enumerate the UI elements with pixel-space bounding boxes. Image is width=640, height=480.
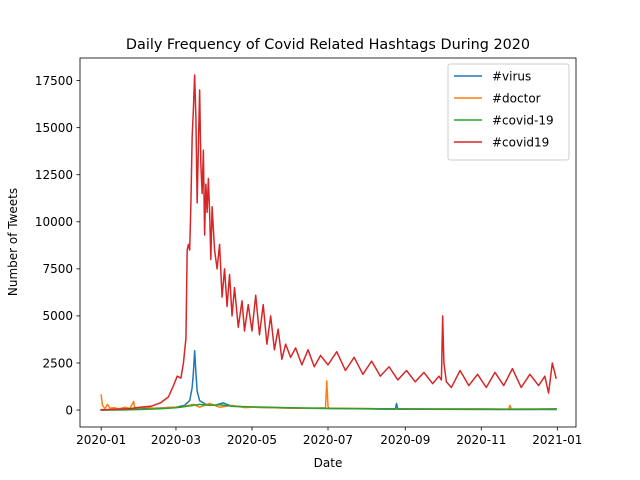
- chart-title: Daily Frequency of Covid Related Hashtag…: [126, 37, 530, 53]
- x-tick-label: 2020-07: [303, 433, 353, 447]
- legend-label: #doctor: [492, 91, 541, 105]
- x-tick-label: 2020-05: [227, 433, 277, 447]
- x-tick-label: 2020-01: [76, 433, 126, 447]
- y-axis-label: Number of Tweets: [6, 188, 20, 296]
- series-line-covid19: [100, 74, 557, 411]
- y-tick-label: 0: [65, 403, 73, 417]
- y-tick-label: 7500: [42, 262, 73, 276]
- x-tick-label: 2020-03: [151, 433, 201, 447]
- legend-box: [447, 63, 570, 161]
- legend: #virus #doctor #covid-19 #covid19: [447, 63, 570, 161]
- legend-label: #virus: [492, 69, 531, 83]
- y-tick-label: 5000: [42, 309, 73, 323]
- legend-label: #covid19: [492, 135, 549, 149]
- y-tick-label: 10000: [35, 215, 73, 229]
- legend-label: #covid-19: [492, 113, 554, 127]
- x-axis: 2020-01 2020-03 2020-05 2020-07 2020-09 2020-…: [76, 427, 582, 447]
- y-tick-label: 17500: [35, 74, 73, 88]
- y-tick-label: 2500: [42, 356, 73, 370]
- y-axis: 0 2500 5000 7500 10000 12500 15000 17500: [35, 74, 80, 417]
- x-tick-label: 2020-09: [380, 433, 430, 447]
- x-axis-label: Date: [314, 456, 343, 470]
- y-tick-label: 12500: [35, 168, 73, 182]
- x-tick-label: 2021-01: [532, 433, 582, 447]
- plot-area: [100, 74, 557, 411]
- x-tick-label: 2020-11: [456, 433, 506, 447]
- y-tick-label: 15000: [35, 121, 73, 135]
- series-line-covid19: [100, 403, 557, 411]
